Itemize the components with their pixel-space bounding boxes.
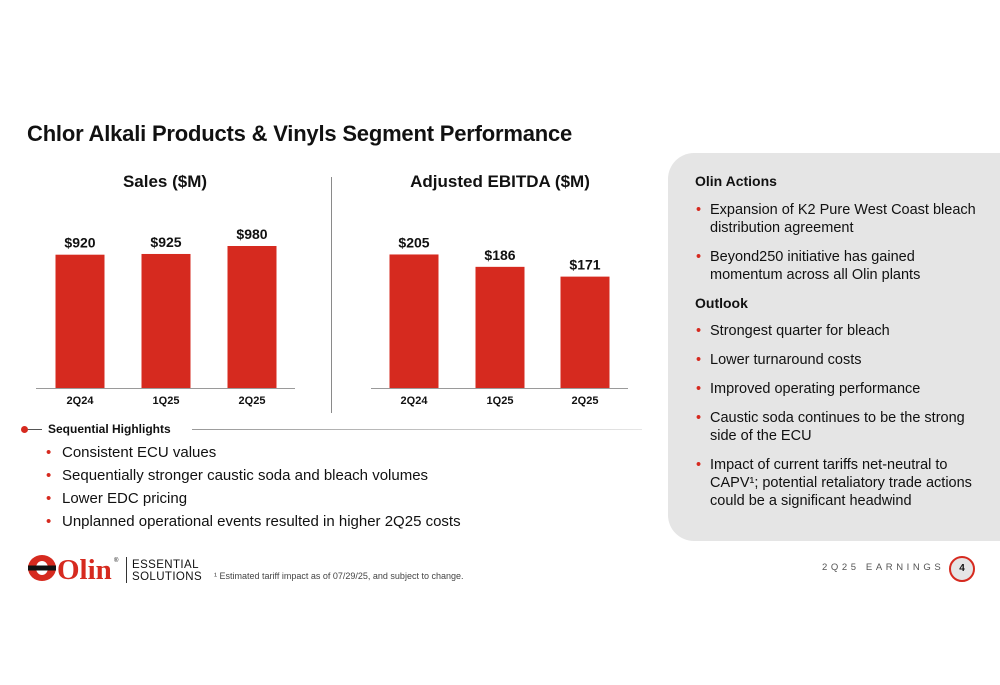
logo-tagline: ESSENTIAL SOLUTIONS (132, 559, 202, 583)
sales-bar-2Q25 (227, 246, 277, 388)
chart-divider (331, 177, 332, 413)
outlook-list: Strongest quarter for bleach Lower turna… (696, 322, 976, 521)
outlook-item: Strongest quarter for bleach (696, 322, 976, 340)
sales-tick-label: 2Q25 (239, 395, 266, 407)
ebitda-data-label: $171 (569, 257, 600, 273)
highlights-title: Sequential Highlights (48, 422, 171, 436)
ebitda-bar-2Q24 (389, 254, 439, 388)
outlook-item: Impact of current tariffs net-neutral to… (696, 456, 976, 510)
sales-tick-label: 1Q25 (153, 395, 180, 407)
ebitda-data-label: $205 (398, 234, 429, 250)
outlook-heading: Outlook (695, 295, 748, 311)
olin-actions-list: Expansion of K2 Pure West Coast bleach d… (696, 201, 976, 295)
registered-mark: ® (114, 557, 119, 564)
outlook-item: Caustic soda continues to be the strong … (696, 409, 976, 445)
olin-actions-heading: Olin Actions (695, 173, 777, 189)
highlights-rule-left (22, 429, 42, 430)
sales-bar-1Q25 (141, 253, 191, 388)
ebitda-data-label: $186 (484, 247, 515, 263)
highlights-dot (21, 426, 28, 433)
highlight-item: Consistent ECU values (46, 441, 461, 464)
logo-tagline-line1: ESSENTIAL (132, 559, 199, 571)
highlight-item: Unplanned operational events resulted in… (46, 510, 461, 533)
slide-title: Chlor Alkali Products & Vinyls Segment P… (27, 121, 573, 146)
sales-chart-title: Sales ($M) (122, 172, 208, 191)
highlights-rule (192, 429, 642, 430)
highlights-list: Consistent ECU values Sequentially stron… (46, 441, 461, 533)
ebitda-bar-chart: $205 2Q24 $186 1Q25 $171 2Q25 (371, 234, 628, 407)
outlook-item: Improved operating performance (696, 380, 976, 398)
highlight-item: Lower EDC pricing (46, 487, 461, 510)
action-item: Beyond250 initiative has gained momentum… (696, 248, 976, 284)
sales-bar-2Q24 (55, 254, 105, 388)
ebitda-bar-1Q25 (475, 266, 525, 388)
ebitda-tick-label: 2Q24 (401, 395, 429, 407)
ebitda-tick-label: 1Q25 (487, 395, 514, 407)
sales-tick-label: 2Q24 (67, 395, 95, 407)
ebitda-bar-2Q25 (560, 276, 610, 388)
sales-data-label: $920 (64, 235, 95, 251)
sales-data-label: $925 (150, 234, 181, 250)
outlook-item: Lower turnaround costs (696, 351, 976, 369)
page-number-badge: 4 (949, 556, 975, 582)
logo-wordmark: Olin (57, 554, 112, 583)
action-item: Expansion of K2 Pure West Coast bleach d… (696, 201, 976, 237)
sales-data-label: $980 (236, 226, 267, 242)
olin-logo: Olin ® (28, 554, 119, 583)
footnote: ¹ Estimated tariff impact as of 07/29/25… (214, 571, 464, 581)
ebitda-chart-title: Adjusted EBITDA ($M) (410, 172, 590, 191)
highlight-item: Sequentially stronger caustic soda and b… (46, 464, 461, 487)
logo-tagline-line2: SOLUTIONS (132, 571, 203, 583)
ebitda-tick-label: 2Q25 (572, 395, 599, 407)
logo-separator (126, 557, 127, 583)
sales-bar-chart: $920 2Q24 $925 1Q25 $980 2Q25 (36, 226, 295, 407)
footer-label: 2Q25 EARNINGS (822, 562, 945, 573)
